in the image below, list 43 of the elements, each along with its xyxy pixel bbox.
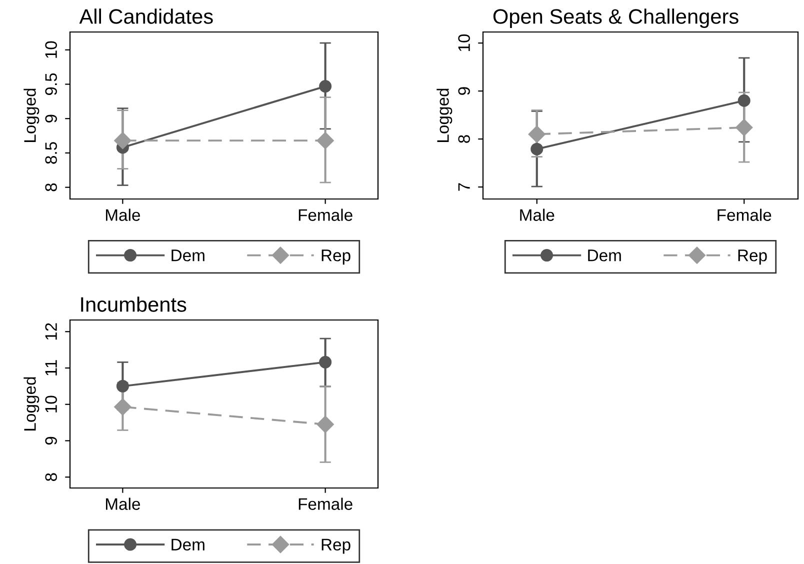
chart-title: Open Seats & Challengers bbox=[493, 8, 738, 28]
y-tick-label: 10 bbox=[458, 34, 470, 52]
x-tick-label: Male bbox=[520, 208, 554, 221]
legend-label: Rep bbox=[322, 250, 350, 265]
x-tick-label: Female bbox=[298, 208, 352, 221]
point bbox=[530, 142, 544, 156]
chart-title: Incumbents bbox=[81, 296, 186, 312]
x-tick-label: Male bbox=[106, 208, 140, 221]
chart-title: All Candidates bbox=[79, 8, 213, 24]
legend-label: Rep bbox=[738, 250, 767, 265]
y-axis-title: Logged bbox=[24, 377, 40, 430]
legend-label: Dem bbox=[588, 250, 621, 262]
y-tick-label: 8 bbox=[45, 183, 57, 192]
y-tick-label: 8 bbox=[45, 473, 57, 481]
y-axis-title: Logged bbox=[24, 88, 40, 142]
y-tick-label: 8.5 bbox=[45, 142, 57, 164]
point bbox=[736, 118, 753, 136]
x-tick-label: Male bbox=[106, 498, 140, 510]
y-tick-label: 8 bbox=[458, 135, 470, 143]
legend-label: Dem bbox=[172, 538, 204, 551]
y-tick-label: 12 bbox=[45, 323, 57, 340]
point bbox=[528, 126, 546, 143]
y-tick-label: 9 bbox=[45, 114, 57, 122]
legend-label: Dem bbox=[172, 250, 204, 262]
y-tick-label: 10 bbox=[45, 396, 57, 412]
point bbox=[319, 80, 332, 93]
y-tick-label: 10 bbox=[45, 41, 57, 58]
point bbox=[114, 398, 132, 416]
y-axis-title: Logged bbox=[436, 88, 452, 142]
y-tick-label: 7 bbox=[458, 183, 470, 191]
y-tick-label: 9 bbox=[458, 87, 470, 95]
legend-label: Rep bbox=[322, 538, 350, 554]
x-tick-label: Female bbox=[298, 498, 352, 510]
point bbox=[319, 356, 332, 368]
point bbox=[738, 94, 750, 107]
y-tick-label: 11 bbox=[45, 360, 57, 376]
point bbox=[116, 380, 129, 392]
point bbox=[316, 416, 334, 433]
point bbox=[114, 132, 132, 150]
y-tick-label: 9 bbox=[45, 436, 57, 445]
x-tick-label: Female bbox=[718, 208, 772, 221]
point bbox=[316, 132, 334, 150]
y-tick-label: 9.5 bbox=[45, 73, 57, 96]
